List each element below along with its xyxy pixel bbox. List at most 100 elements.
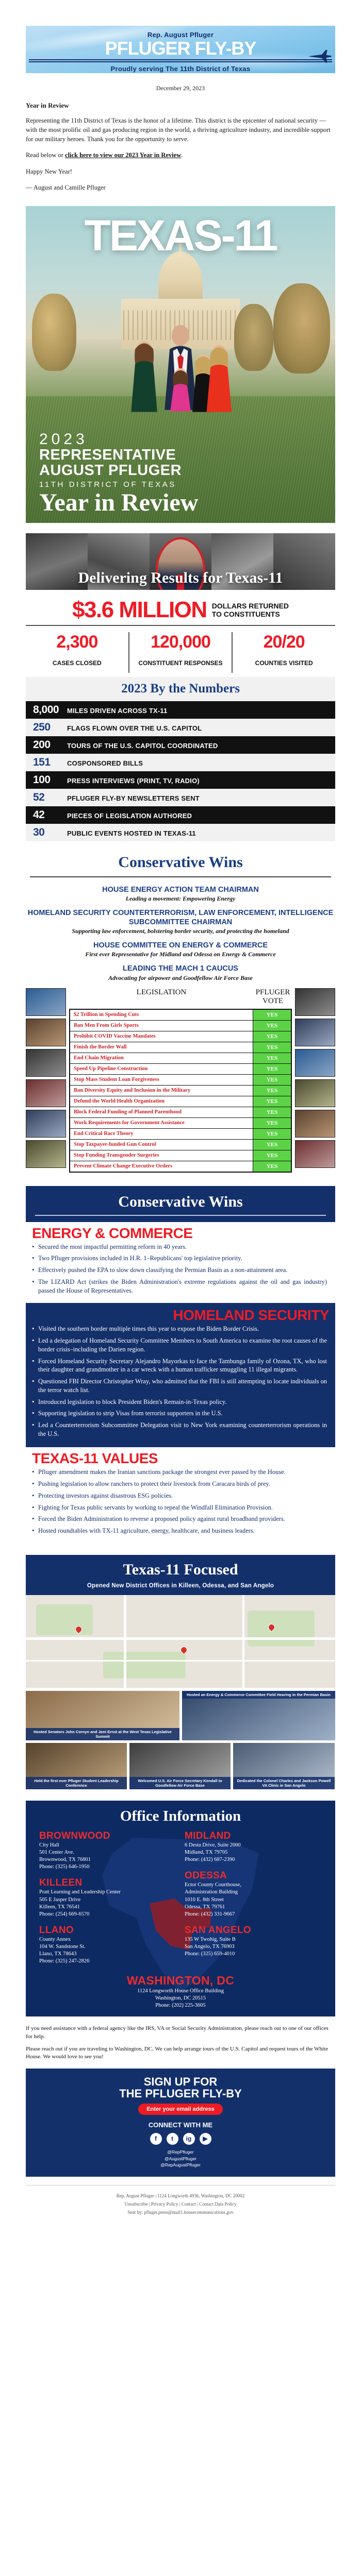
role-title: HOUSE ENERGY ACTION TEAM CHAIRMAN bbox=[102, 885, 259, 894]
office-address-line: City Hall bbox=[39, 1842, 59, 1848]
bullet-item: Pushing legislation to allow ranchers to… bbox=[32, 1479, 327, 1488]
by-the-numbers-label: PRESS INTERVIEWS (PRINT, TV, RADIO) bbox=[67, 776, 200, 785]
dollars-returned-label: DOLLARS RETURNED TO CONSTITUENTS bbox=[212, 602, 289, 618]
by-the-numbers-label: PFLUGER FLY-BY NEWSLETTERS SENT bbox=[67, 794, 200, 802]
tx11-focused-banner: Texas-11 Focused Opened New District Off… bbox=[26, 1554, 335, 1595]
footer: Rep. August Pfluger | 1124 Longworth 493… bbox=[26, 2185, 335, 2230]
by-the-numbers-label: PIECES OF LEGISLATION AUTHORED bbox=[67, 811, 192, 820]
photo-thumbnail bbox=[26, 1048, 66, 1077]
table-row: Prevent Climate Change Executive Orders Y… bbox=[70, 1161, 291, 1172]
photo-caption: Welcomed U.S. Air Force Secretary Kendal… bbox=[129, 1776, 231, 1789]
tree-decor-2 bbox=[273, 283, 330, 374]
twitter-icon[interactable]: t bbox=[166, 2132, 178, 2145]
table-row: Block Federal Funding of Planned Parenth… bbox=[70, 1107, 291, 1118]
footer-address: Rep. August Pfluger | 1124 Longworth 493… bbox=[116, 2193, 245, 2199]
legislation-vote: YES bbox=[253, 1107, 291, 1117]
dollars-returned-label-line1: DOLLARS RETURNED bbox=[211, 601, 289, 610]
fighter-jet-icon bbox=[309, 49, 332, 63]
masthead-subtitle: Proudly serving The 11th District of Tex… bbox=[110, 65, 251, 73]
legislation-vote: YES bbox=[253, 1020, 291, 1031]
bullet-item: Effectively pushed the EPA to slow down … bbox=[32, 1265, 327, 1275]
legislation-vote: YES bbox=[253, 1139, 291, 1150]
hero-representative-word: REPRESENTATIVE bbox=[39, 447, 176, 464]
by-the-numbers-row: 250 FLAGS FLOWN OVER THE U.S. CAPITOL bbox=[26, 718, 335, 736]
tx11-focused-subtitle: Opened New District Offices in Killeen, … bbox=[87, 1582, 274, 1589]
year-in-review-link[interactable]: click here to view our 2023 Year in Revi… bbox=[65, 151, 182, 159]
legislation-name: End Critical Race Theory bbox=[70, 1128, 253, 1139]
legislation-vote: YES bbox=[253, 1096, 291, 1107]
signup-heading-line1: SIGN UP FOR bbox=[143, 2075, 218, 2088]
bullet-item: Protecting investors against disastrous … bbox=[32, 1491, 327, 1500]
by-the-numbers-title: 2023 By the Numbers bbox=[26, 676, 335, 701]
photo-card: Welcomed U.S. Air Force Secretary Kendal… bbox=[129, 1742, 231, 1789]
role-title: HOMELAND SECURITY COUNTERTERRORISM, LAW … bbox=[27, 909, 334, 926]
newsletter-date: December 29, 2023 bbox=[156, 84, 205, 92]
office-information-title: Office Information bbox=[120, 1807, 241, 1824]
intro-heading: Year in Review bbox=[26, 101, 69, 109]
by-the-numbers-value: 151 bbox=[33, 756, 51, 768]
instagram-icon[interactable]: ig bbox=[183, 2132, 195, 2145]
office-city: LLANO bbox=[39, 1925, 74, 1936]
legislation-name: Speed Up Pipeline Construction bbox=[70, 1063, 253, 1074]
youtube-icon[interactable]: ▶ bbox=[199, 2132, 211, 2145]
happy-new-year: Happy New Year! bbox=[26, 167, 72, 175]
signup-heading: SIGN UP FOR THE PFLUGER FLY-BY bbox=[34, 2076, 327, 2099]
photo-thumbnail bbox=[295, 988, 335, 1016]
social-handle: @AugustPfluger bbox=[164, 2156, 197, 2161]
pfluger-family-photo bbox=[131, 325, 232, 412]
office-city: ODESSA bbox=[185, 1870, 227, 1882]
by-the-numbers-value: 42 bbox=[33, 808, 45, 821]
role-item: HOUSE COMMITTEE ON ENERGY & COMMERCE Fir… bbox=[26, 941, 335, 958]
office-dc: WASHINGTON, DC 1124 Longworth House Offi… bbox=[26, 1974, 335, 2010]
read-suffix: . bbox=[181, 151, 183, 159]
signup-heading-line2: THE PFLUGER FLY-BY bbox=[119, 2087, 242, 2100]
legislation-vote: YES bbox=[253, 1009, 291, 1020]
photo-thumbnail bbox=[26, 1109, 66, 1138]
by-the-numbers-value: 250 bbox=[33, 721, 51, 733]
office-address-line: 1124 Longworth House Office Building bbox=[137, 1988, 224, 1994]
by-the-numbers-row: 42 PIECES OF LEGISLATION AUTHORED bbox=[26, 806, 335, 824]
photo-card: Hosted an Energy & Commerce Committee Fi… bbox=[182, 1690, 335, 1740]
district-offices-map[interactable] bbox=[26, 1595, 335, 1688]
bullet-item: Questioned FBI Director Christopher Wray… bbox=[32, 1377, 327, 1394]
office-item: LLANO County Annex 104 W. Sandstone St. Lla… bbox=[39, 1925, 176, 1965]
bullet-item: Forced the Biden Administration to rever… bbox=[32, 1514, 327, 1523]
office-address-line: Phone: (254) 669-6570 bbox=[39, 1911, 90, 1917]
office-address-line: Phone: (325) 247-2826 bbox=[39, 1958, 90, 1964]
legislation-vote: YES bbox=[253, 1053, 291, 1063]
masthead-rep-name: Rep. August Pfluger bbox=[147, 31, 214, 39]
tx11-values-heading: TEXAS-11 VALUES bbox=[32, 1450, 158, 1467]
signup-email-input[interactable]: Enter your email address bbox=[138, 2103, 223, 2115]
legislation-right-photos bbox=[295, 988, 335, 1168]
bullet-item: Two Pfluger provisions included in H.R. … bbox=[32, 1253, 327, 1263]
legislation-name: Prohibit COVID Vaccine Mandates bbox=[70, 1031, 253, 1042]
social-handle: @RepAugustPfluger bbox=[160, 2162, 201, 2168]
office-address-line: Washington, DC 20515 bbox=[155, 1995, 206, 2001]
facebook-icon[interactable]: f bbox=[150, 2132, 162, 2145]
office-city: KILLEEN bbox=[39, 1877, 83, 1889]
office-address-line: Killeen, TX 76541 bbox=[39, 1904, 80, 1910]
tx11-photo-grid: Hosted Senators John Cornyn and Joni Ern… bbox=[26, 1690, 335, 1789]
photo-card: Held the first ever Pfluger Student Lead… bbox=[26, 1742, 127, 1789]
hero-texas-11-title: TEXAS-11 bbox=[84, 211, 278, 260]
table-row: End Critical Race Theory YES bbox=[70, 1128, 291, 1140]
role-subtitle: Advocating for airpower and Goodfellow A… bbox=[108, 974, 253, 981]
by-the-numbers-row: 30 PUBLIC EVENTS HOSTED IN TEXAS-11 bbox=[26, 823, 335, 841]
legislation-vote: YES bbox=[253, 1150, 291, 1161]
office-address-line: Midland, TX 79705 bbox=[185, 1849, 228, 1855]
legislation-left-photos bbox=[26, 988, 66, 1168]
office-address-line: Llano, TX 78643 bbox=[39, 1951, 77, 1957]
office-information-section: Office Information BROWNWOOD City Hall 501… bbox=[26, 1800, 335, 2017]
masthead-wrapper: Rep. August Pfluger PFLUGER FLY-BY Proud… bbox=[0, 0, 361, 73]
legislation-name: Block Federal Funding of Planned Parenth… bbox=[70, 1107, 253, 1117]
hero-lawn bbox=[26, 396, 335, 523]
table-row: Ban Men From Girls Sports YES bbox=[70, 1020, 291, 1031]
office-item: BROWNWOOD City Hall 501 Center Ave. Brownwo… bbox=[39, 1831, 176, 1871]
by-the-numbers-value: 30 bbox=[33, 826, 45, 838]
by-the-numbers-label: COSPONSORED BILLS bbox=[67, 759, 143, 767]
office-address-line: Phone: (325) 646-1950 bbox=[39, 1864, 90, 1870]
by-the-numbers-list: 8,000 MILES DRIVEN ACROSS TX-11 250 FLAGS F… bbox=[26, 701, 335, 841]
table-row: Stop Funding Transgender Surgeries YES bbox=[70, 1150, 291, 1161]
footer-links[interactable]: Unsubscribe | Privacy Policy | Contact |… bbox=[124, 2201, 237, 2207]
capitol-spire bbox=[179, 243, 182, 253]
